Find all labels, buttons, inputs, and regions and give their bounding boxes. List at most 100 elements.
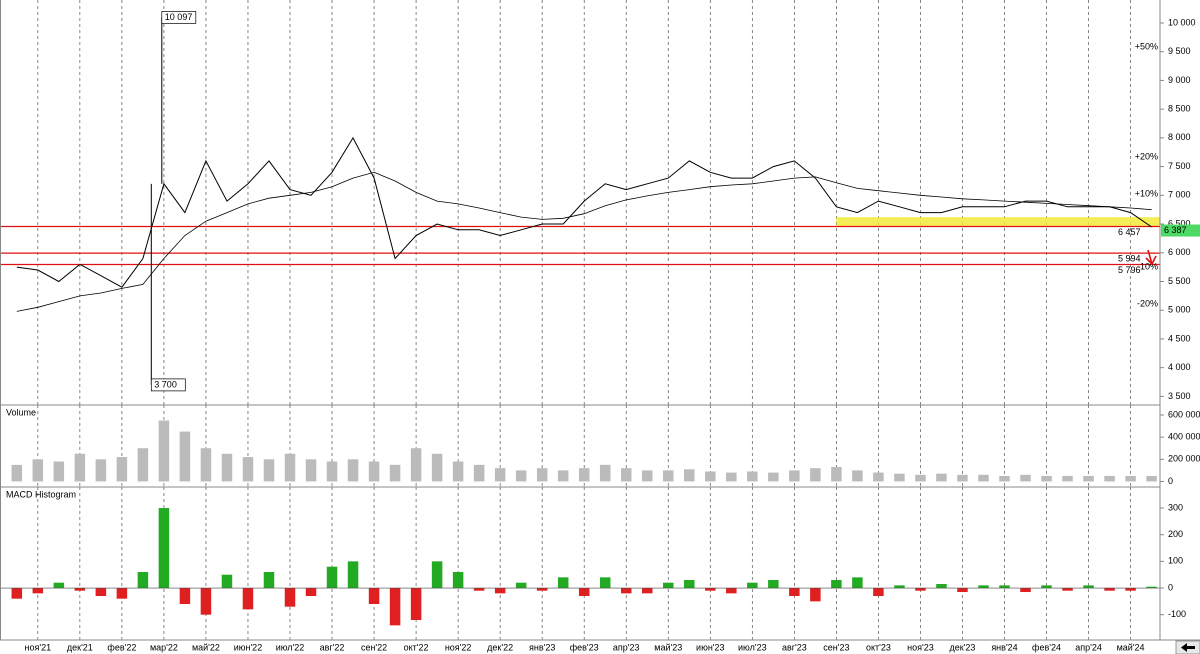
macd-bar (936, 584, 947, 589)
y-tick-label: 10 000 (1168, 17, 1196, 27)
volume-bar (768, 472, 779, 482)
percent-label: -20% (1137, 298, 1158, 308)
x-tick-label: мар'22 (150, 642, 178, 652)
volume-bar (515, 470, 527, 482)
macd-bar (179, 588, 191, 605)
macd-bar (95, 588, 107, 597)
x-tick-label: фев'22 (107, 642, 136, 652)
volume-bar (389, 464, 401, 482)
volume-bar (1104, 475, 1115, 482)
x-tick-label: авг'22 (320, 642, 345, 652)
y-tick-label: 200 000 (1168, 454, 1200, 464)
macd-bar (221, 574, 233, 589)
macd-bar (263, 572, 275, 589)
volume-bar (116, 457, 128, 482)
y-tick-label: 600 000 (1168, 409, 1200, 419)
macd-bar (894, 585, 905, 589)
annotation-box (161, 11, 197, 24)
volume-bar (1083, 475, 1094, 482)
macd-bar (473, 588, 485, 591)
x-tick-label: июл'23 (738, 642, 767, 652)
volume-bar (578, 468, 590, 482)
annotation-label: 10 097 (165, 12, 193, 22)
macd-bar (32, 588, 44, 594)
volume-bar (789, 470, 800, 482)
volume-bar (873, 472, 884, 482)
macd-bar (494, 588, 506, 594)
scroll-button[interactable] (1175, 640, 1200, 654)
x-tick-label: фев'24 (1032, 642, 1061, 652)
x-tick-label: июн'23 (696, 642, 724, 652)
y-tick-label: 100 (1168, 556, 1183, 566)
macd-bar (368, 588, 380, 605)
y-tick-label: 8 500 (1168, 104, 1191, 114)
x-tick-label: ноя'21 (25, 642, 52, 652)
percent-label: +50% (1135, 41, 1158, 51)
x-tick-label: фев'23 (570, 642, 599, 652)
panel-title: MACD Histogram (6, 489, 76, 499)
macd-bar (831, 580, 842, 589)
volume-bar (747, 471, 758, 482)
volume-bar (221, 453, 233, 482)
y-tick-label: 300 (1168, 502, 1183, 512)
y-tick-label: 9 000 (1168, 75, 1191, 85)
macd-bar (431, 561, 443, 589)
x-tick-label: янв'23 (529, 642, 555, 652)
macd-bar (410, 588, 422, 621)
macd-bar (116, 588, 128, 599)
volume-bar (137, 448, 149, 482)
macd-bar (684, 580, 695, 589)
macd-bar (1041, 585, 1052, 589)
volume-bar (705, 471, 716, 482)
macd-bar (915, 588, 926, 591)
macd-bar (158, 508, 170, 589)
volume-bar (11, 464, 23, 482)
macd-bar (515, 582, 527, 589)
volume-bar (32, 459, 44, 482)
x-tick-label: авг'23 (782, 642, 807, 652)
macd-bar (305, 588, 317, 597)
macd-bar (705, 588, 716, 591)
x-tick-label: май'22 (192, 642, 220, 652)
volume-bar (894, 473, 905, 482)
macd-bar (557, 577, 569, 589)
level-label: 5 796 (1118, 265, 1141, 275)
percent-label: -10% (1137, 262, 1158, 272)
volume-bar (431, 453, 443, 482)
y-tick-label: 200 (1168, 529, 1183, 539)
volume-bar (1146, 475, 1157, 482)
volume-bar (726, 472, 737, 482)
volume-bar (179, 431, 191, 482)
volume-bar (368, 461, 380, 482)
volume-bar (326, 461, 338, 482)
x-tick-label: июл'22 (276, 642, 305, 652)
x-tick-label: апр'23 (613, 642, 640, 652)
volume-bar (663, 470, 674, 482)
macd-bar (578, 588, 590, 597)
macd-bar (641, 588, 653, 594)
y-tick-label: 3 500 (1168, 391, 1191, 401)
volume-bar (999, 475, 1010, 482)
y-tick-label: 0 (1168, 582, 1173, 592)
volume-bar (957, 474, 968, 482)
macd-bar (242, 588, 254, 610)
x-tick-label: сен'22 (361, 642, 387, 652)
y-tick-label: 5 000 (1168, 305, 1191, 315)
macd-bar (1125, 588, 1136, 591)
volume-bar (557, 470, 569, 482)
volume-bar (410, 448, 422, 482)
x-tick-label: ноя'23 (907, 642, 934, 652)
annotation-box (150, 378, 186, 392)
y-tick-label: 7 000 (1168, 190, 1191, 200)
macd-bar (137, 572, 149, 589)
x-tick-label: ноя'22 (445, 642, 472, 652)
annotation-label: 3 700 (154, 379, 177, 389)
macd-bar (284, 588, 296, 607)
volume-bar (978, 474, 989, 482)
volume-bar (473, 464, 485, 482)
trend-arrow (1145, 249, 1157, 266)
volume-bar (95, 459, 107, 482)
panel-title: Volume (6, 407, 36, 417)
